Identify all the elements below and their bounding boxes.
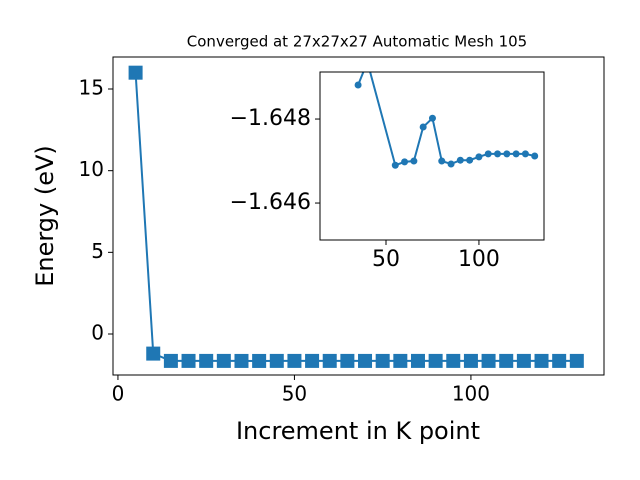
plot-area (354, 58, 539, 169)
marker (475, 153, 483, 161)
marker (163, 353, 178, 368)
marker (446, 353, 461, 368)
marker (512, 150, 520, 158)
marker (375, 353, 390, 368)
marker (393, 353, 408, 368)
marker (521, 150, 529, 158)
y-tick-label: 5 (91, 239, 104, 263)
plot-area (128, 65, 584, 368)
marker (552, 353, 567, 368)
marker (481, 353, 496, 368)
x-tick-label: 100 (452, 382, 490, 406)
inset-background (320, 72, 544, 240)
marker (181, 353, 196, 368)
x-tick-label: 0 (112, 382, 125, 406)
marker (516, 353, 531, 368)
y-tick-label: 0 (91, 321, 104, 345)
marker (531, 152, 539, 160)
marker (340, 353, 355, 368)
x-tick-label: 50 (372, 247, 400, 272)
marker (494, 150, 502, 158)
marker (269, 353, 284, 368)
marker (322, 353, 337, 368)
marker (447, 160, 455, 168)
chart-title: Converged at 27x27x27 Automatic Mesh 105 (187, 33, 527, 51)
y-tick-label: −1.648 (230, 106, 311, 131)
marker (305, 353, 320, 368)
marker (410, 157, 418, 165)
marker (466, 156, 474, 164)
y-tick-label: −1.646 (230, 190, 311, 215)
marker (428, 114, 436, 122)
marker (146, 346, 161, 361)
marker (401, 158, 409, 166)
marker (499, 353, 514, 368)
axes-frame (319, 71, 545, 241)
marker (463, 353, 478, 368)
marker (234, 353, 249, 368)
marker (364, 58, 371, 65)
y-tick-label: 15 (79, 76, 104, 100)
marker (419, 123, 427, 131)
marker (438, 157, 446, 165)
marker (287, 353, 302, 368)
marker (391, 161, 399, 169)
marker (252, 353, 267, 368)
marker (354, 81, 362, 89)
y-axis-label: Energy (eV) (31, 145, 59, 287)
axes-frame (112, 56, 605, 376)
x-axis-label: Increment in K point (236, 417, 480, 445)
marker (534, 353, 549, 368)
y-tick-label: 10 (79, 157, 104, 181)
marker (428, 353, 443, 368)
marker (484, 150, 492, 158)
x-tick-label: 50 (282, 382, 307, 406)
marker (199, 353, 214, 368)
x-tick-label: 100 (458, 247, 500, 272)
marker (128, 65, 143, 80)
marker (456, 156, 464, 164)
marker (410, 353, 425, 368)
marker (503, 150, 511, 158)
marker (358, 353, 373, 368)
marker (569, 353, 584, 368)
marker (216, 353, 231, 368)
